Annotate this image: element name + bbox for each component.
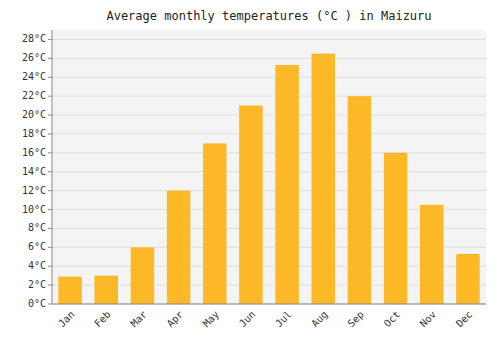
chart: 0°C 2°C 4°C 6°C 8°C 10°C 12°C 14°C 16°C 18°C 20°C 2… — [0, 0, 500, 350]
bar — [167, 191, 191, 304]
x-tick-label: Nov — [418, 309, 439, 330]
y-tick-label: 10°C — [22, 204, 46, 215]
x-tick-label: Apr — [165, 309, 186, 330]
bar — [58, 277, 82, 304]
x-axis-line — [52, 304, 486, 305]
x-tick-label: Jul — [273, 309, 294, 330]
y-grid — [52, 39, 486, 304]
x-tick-label: Dec — [454, 309, 475, 330]
bar — [203, 143, 227, 304]
y-tick — [48, 247, 52, 248]
y-tick — [48, 58, 52, 59]
grid-line — [52, 171, 486, 172]
y-tick-label: 24°C — [22, 71, 46, 82]
title: Average monthly temperatures (°C ) in Ma… — [106, 9, 431, 23]
y-tick-label: 8°C — [28, 222, 46, 233]
y-tick — [48, 133, 52, 134]
y-tick-labels: 0°C 2°C 4°C 6°C 8°C 10°C 12°C 14°C 16°C 18°C 20°C 2… — [22, 33, 52, 309]
x-tick-label: Jun — [237, 309, 258, 330]
x-tick-label: Oct — [382, 309, 403, 330]
y-tick — [48, 152, 52, 153]
y-tick-label: 20°C — [22, 109, 46, 120]
grid-line — [52, 133, 486, 134]
bar — [311, 54, 335, 304]
y-tick — [48, 96, 52, 97]
y-tick-label: 18°C — [22, 128, 46, 139]
bar — [239, 106, 263, 304]
y-tick — [48, 228, 52, 229]
y-tick — [48, 115, 52, 116]
y-tick-label: 2°C — [28, 279, 46, 290]
grid-line — [52, 39, 486, 40]
bar — [384, 153, 408, 304]
bar — [275, 65, 299, 304]
y-tick — [48, 209, 52, 210]
grid-line — [52, 304, 486, 305]
y-tick-label: 6°C — [28, 241, 46, 252]
y-tick — [48, 171, 52, 172]
grid-line — [52, 58, 486, 59]
y-tick — [48, 266, 52, 267]
y-tick — [48, 190, 52, 191]
grid-line — [52, 190, 486, 191]
y-tick-label: 0°C — [28, 298, 46, 309]
y-tick-label: 12°C — [22, 185, 46, 196]
x-tick-label: Sep — [345, 309, 366, 330]
x-tick-labels: Jan Feb Mar Apr May Jun Jul Aug Sep Oct Nov Dec — [56, 309, 474, 330]
grid-line — [52, 96, 486, 97]
bar — [94, 276, 118, 304]
y-tick-label: 14°C — [22, 166, 46, 177]
bars — [58, 54, 479, 304]
y-tick — [48, 39, 52, 40]
y-axis-line — [52, 30, 53, 304]
grid-line — [52, 77, 486, 78]
y-tick — [48, 285, 52, 286]
x-tick-label: Jan — [56, 309, 77, 330]
chart-container: 0°C 2°C 4°C 6°C 8°C 10°C 12°C 14°C 16°C 18°C 20°C 2… — [0, 0, 500, 350]
y-tick-label: 22°C — [22, 90, 46, 101]
bar — [420, 205, 444, 304]
y-tick — [48, 304, 52, 305]
x-tick-label: May — [201, 309, 222, 330]
bar — [456, 254, 480, 304]
y-tick-label: 16°C — [22, 147, 46, 158]
y-tick — [48, 77, 52, 78]
y-tick-label: 26°C — [22, 52, 46, 63]
bar — [131, 247, 155, 304]
y-tick-label: 28°C — [22, 33, 46, 44]
bar — [348, 96, 372, 304]
y-tick-label: 4°C — [28, 260, 46, 271]
x-tick-label: Mar — [128, 309, 149, 330]
plot-background — [52, 30, 486, 304]
x-tick-label: Aug — [309, 309, 330, 330]
grid-line — [52, 152, 486, 153]
grid-line — [52, 115, 486, 116]
x-tick-label: Feb — [92, 309, 113, 330]
